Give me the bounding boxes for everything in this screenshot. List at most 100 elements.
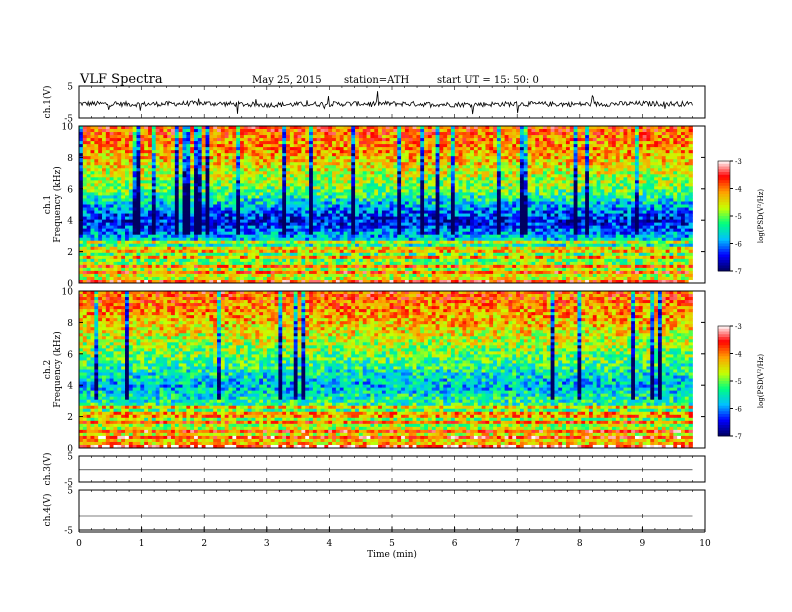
ch1-waveform-ytick-label: 5 (67, 83, 73, 93)
ch2-spectrogram-colorbar-step (718, 334, 730, 337)
ch1-spectrogram-colorbar-step (718, 263, 730, 266)
ch2-spectrogram-colorbar-step (718, 425, 730, 428)
ch2-spectrogram-colorbar-step (718, 381, 730, 384)
ch1-spectrogram-colorbar-tick-label: -3 (735, 158, 742, 166)
ch1-spectrogram-channel-label: ch.1 (43, 195, 53, 214)
ch4-waveform-ylabel: ch.4(V) (42, 494, 53, 527)
ch1-spectrogram-colorbar-step (718, 219, 730, 222)
ch2-spectrogram-colorbar-step (718, 420, 730, 423)
ch2-spectrogram-colorbar-step (718, 411, 730, 414)
ch4-waveform-frame (79, 490, 705, 530)
ch1-spectrogram-colorbar-step (718, 167, 730, 170)
ch2-spectrogram-colorbar-step (718, 409, 730, 412)
ch2-spectrogram-colorbar-step (718, 384, 730, 387)
time-axis-tick-label: 9 (640, 539, 646, 549)
ch1-spectrogram-colorbar-step (718, 249, 730, 252)
time-axis-tick-label: 1 (139, 539, 145, 549)
ch1-spectrogram-colorbar-step (718, 222, 730, 225)
ch1-spectrogram-colorbar-step (718, 169, 730, 172)
ch1-spectrogram-colorbar-tick-label: -6 (735, 241, 742, 249)
ch2-spectrogram-ytick-label: 6 (67, 350, 73, 360)
ch2-spectrogram-colorbar-step (718, 348, 730, 351)
ch1-spectrogram-colorbar-step (718, 161, 730, 164)
ch1-waveform-ylabel: ch.1(V) (42, 86, 53, 119)
ch4-waveform-ytick-label: 5 (67, 487, 73, 497)
ch1-spectrogram-colorbar-step (718, 252, 730, 255)
ch1-spectrogram-colorbar-step (718, 172, 730, 175)
ch1-spectrogram-colorbar-tick-label: -5 (735, 213, 742, 221)
ch1-spectrogram-cells (79, 126, 693, 283)
ch2-spectrogram-colorbar-tick-label: -4 (735, 351, 742, 359)
ch1-spectrogram-colorbar-step (718, 266, 730, 269)
time-axis-tick-label: 10 (699, 539, 711, 549)
ch1-spectrogram-colorbar-step (718, 197, 730, 200)
vlf-figure: 5-5ch.1(V)0246810ch.1 Frequency (kHz)-3-4… (0, 0, 792, 612)
ch2-spectrogram-colorbar-step (718, 354, 730, 357)
ch2-spectrogram-colorbar-tick-label: -5 (735, 378, 742, 386)
ch2-spectrogram-colorbar-step (718, 387, 730, 390)
ch2-spectrogram-colorbar-tick-label: -3 (735, 323, 742, 331)
ch1-spectrogram-colorbar-step (718, 255, 730, 258)
ch2-spectrogram-channel-label: ch.2 (43, 360, 53, 379)
time-axis-tick-label: 8 (577, 539, 583, 549)
ch1-spectrogram-colorbar-step (718, 216, 730, 219)
ch2-spectrogram-colorbar-step (718, 395, 730, 398)
ch1-spectrogram-colorbar-step (718, 246, 730, 249)
ch2-spectrogram-colorbar-step (718, 392, 730, 395)
ch2-spectrogram-colorbar-step (718, 351, 730, 354)
ch2-spectrogram-colorbar-step (718, 343, 730, 346)
ch2-spectrogram-colorbar-step (718, 414, 730, 417)
ch1-spectrogram-colorbar-step (718, 224, 730, 227)
time-axis-label: Time (min) (367, 549, 417, 560)
ch2-spectrogram-colorbar-step (718, 367, 730, 370)
ch2-spectrogram-colorbar-step (718, 398, 730, 401)
ch2-spectrogram-colorbar-step (718, 417, 730, 420)
ch1-spectrogram-colorbar-step (718, 191, 730, 194)
ch2-spectrogram-colorbar-step (718, 359, 730, 362)
ch1-spectrogram-colorbar-step (718, 257, 730, 260)
ch1-spectrogram-colorbar-step (718, 238, 730, 241)
ch1-spectrogram-colorbar-step (718, 178, 730, 181)
ch1-spectrogram-colorbar-step (718, 227, 730, 230)
ch1-spectrogram-ytick-label: 4 (67, 217, 73, 227)
ch2-spectrogram-colorbar-step (718, 389, 730, 392)
ch2-spectrogram-colorbar-step (718, 431, 730, 434)
ch2-spectrogram-colorbar-tick-label: -6 (735, 406, 742, 414)
ch1-waveform-trace (79, 91, 693, 114)
ch2-spectrogram-ytick-label: 10 (62, 288, 74, 298)
ch1-spectrogram-colorbar-step (718, 230, 730, 233)
ch2-spectrogram-ytick-label: 8 (67, 319, 73, 329)
ch2-spectrogram-colorbar-step (718, 406, 730, 409)
ch2-spectrogram-colorbar-step (718, 428, 730, 431)
ch2-spectrogram-colorbar-step (718, 422, 730, 425)
ch1-spectrogram-colorbar-step (718, 260, 730, 263)
ch3-waveform-ytick-label: 5 (67, 453, 73, 463)
time-axis-tick-label: 6 (452, 539, 458, 549)
ch1-spectrogram-colorbar-step (718, 241, 730, 244)
ch1-spectrogram-colorbar-step (718, 233, 730, 236)
time-axis-tick-label: 7 (514, 539, 520, 549)
ch2-spectrogram-ylabel: Frequency (kHz) (52, 331, 63, 408)
ch1-spectrogram-colorbar-step (718, 180, 730, 183)
ch1-waveform-frame (79, 86, 705, 118)
ch1-spectrogram-colorbar-step (718, 211, 730, 214)
ch2-spectrogram-colorbar-step (718, 337, 730, 340)
ch2-spectrogram-colorbar-label: log(PSD(V²/Hz) (757, 354, 765, 409)
ch2-spectrogram-colorbar-step (718, 340, 730, 343)
ch1-spectrogram-colorbar-label: log(PSD(V²/Hz) (757, 189, 765, 244)
ch1-spectrogram-colorbar-step (718, 235, 730, 238)
ch1-spectrogram-colorbar-step (718, 205, 730, 208)
ch2-spectrogram-colorbar-step (718, 373, 730, 376)
ch2-spectrogram-colorbar-step (718, 378, 730, 381)
ch2-spectrogram-colorbar-step (718, 365, 730, 368)
ch2-spectrogram-colorbar-tick-label: -7 (735, 433, 742, 441)
ch3-waveform-ylabel: ch.3(V) (42, 453, 53, 486)
ch1-spectrogram-ytick-label: 2 (67, 248, 73, 258)
ch2-spectrogram-colorbar-step (718, 376, 730, 379)
ch1-spectrogram-colorbar-step (718, 213, 730, 216)
ch1-spectrogram-colorbar-step (718, 208, 730, 211)
ch2-spectrogram-colorbar-step (718, 362, 730, 365)
ch1-spectrogram-colorbar-step (718, 186, 730, 189)
ch1-spectrogram-colorbar-step (718, 194, 730, 197)
ch1-spectrogram-ytick-label: 10 (62, 123, 74, 133)
